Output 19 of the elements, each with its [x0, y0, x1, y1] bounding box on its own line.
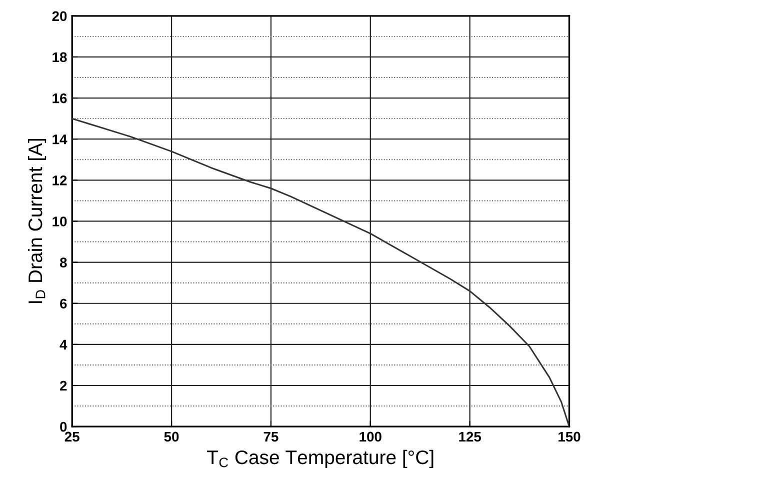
x-tick-label: 50 — [164, 432, 179, 442]
y-tick-label: 8 — [60, 258, 67, 268]
y-tick-label: 10 — [52, 216, 67, 226]
x-tick-label: 125 — [459, 432, 482, 442]
x-tick-label: 100 — [360, 432, 382, 442]
y-tick-label: 12 — [52, 176, 67, 186]
x-tick-label: 150 — [558, 432, 580, 442]
y-tick-label: 16 — [52, 93, 67, 104]
y-tick-label: 4 — [60, 340, 68, 350]
y-tick-label: 20 — [52, 11, 67, 22]
y-tick-label: 0 — [60, 422, 67, 432]
y-axis-title: I$_{D}$ Drain Current [A] — [28, 139, 46, 304]
y-tick-label: 14 — [52, 134, 68, 144]
y-tick-label: 2 — [60, 380, 67, 391]
x-tick-label: 25 — [64, 432, 80, 442]
y-tick-label: 6 — [60, 298, 67, 309]
x-axis-title: T$_{C}$ Case Temperature [°C] — [207, 450, 434, 468]
x-tick-label: 75 — [264, 432, 278, 442]
y-tick-label: 18 — [52, 52, 67, 62]
